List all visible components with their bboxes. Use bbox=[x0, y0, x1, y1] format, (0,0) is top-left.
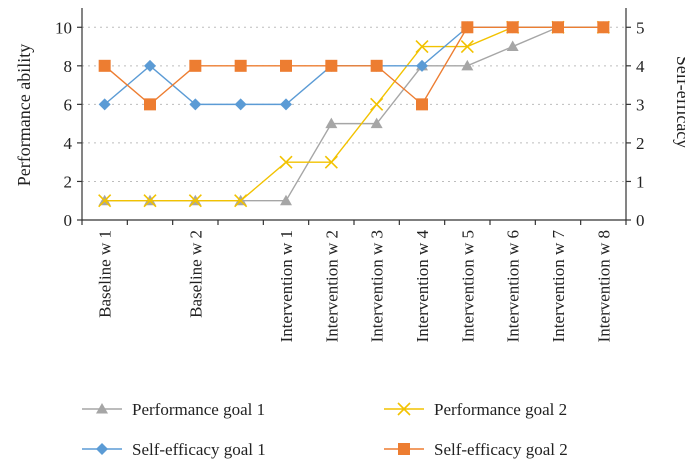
x-tick-label: Intervention w 6 bbox=[504, 230, 523, 342]
triangle-marker bbox=[325, 117, 338, 129]
x-marker-stroke bbox=[370, 97, 384, 111]
x-marker-stroke bbox=[460, 39, 474, 54]
y2-axis-title: Self-efficacy bbox=[673, 56, 685, 149]
triangle-marker bbox=[96, 403, 108, 414]
y-tick-label: 6 bbox=[64, 95, 73, 114]
y-tick-label: 2 bbox=[64, 172, 73, 191]
square-marker bbox=[234, 59, 247, 72]
x-marker bbox=[370, 97, 384, 111]
x-tick-label: Intervention w 3 bbox=[368, 230, 387, 342]
x-tick-label: Baseline w 2 bbox=[186, 230, 205, 318]
triangle-marker bbox=[370, 117, 383, 129]
x-marker bbox=[397, 402, 411, 416]
y2-tick-label: 1 bbox=[636, 172, 645, 191]
square-marker bbox=[461, 21, 474, 34]
x-tick-label: Intervention w 7 bbox=[549, 230, 568, 343]
x-marker bbox=[460, 39, 474, 54]
square-marker bbox=[597, 21, 610, 34]
square-marker bbox=[189, 59, 202, 72]
diamond-marker bbox=[189, 98, 202, 111]
y-tick-label: 0 bbox=[64, 211, 73, 230]
diamond-marker bbox=[144, 59, 156, 72]
square-marker bbox=[416, 98, 428, 111]
axes-layer bbox=[77, 8, 631, 225]
y-tick-label: 10 bbox=[55, 18, 72, 37]
x-tick-label: Intervention w 1 bbox=[277, 230, 296, 342]
diamond-marker bbox=[96, 443, 108, 455]
grid-layer bbox=[82, 26, 626, 182]
series-line bbox=[104, 26, 604, 202]
triangle-marker bbox=[461, 59, 474, 71]
legend-item: Self-efficacy goal 1 bbox=[82, 440, 266, 459]
y2-tick-label: 4 bbox=[636, 57, 645, 76]
x-tick-label: Intervention w 5 bbox=[458, 230, 477, 342]
legend-item: Performance goal 2 bbox=[384, 400, 567, 419]
y2-tick-label: 0 bbox=[636, 211, 645, 230]
x-marker bbox=[143, 194, 157, 208]
x-marker-stroke bbox=[143, 194, 157, 208]
legend-item: Self-efficacy goal 2 bbox=[384, 440, 568, 459]
x-marker-stroke bbox=[234, 194, 248, 208]
x-marker bbox=[415, 39, 429, 54]
x-tick-label: Intervention w 8 bbox=[594, 230, 613, 342]
legend-label: Self-efficacy goal 2 bbox=[434, 440, 568, 459]
legend-item: Performance goal 1 bbox=[82, 400, 265, 419]
legend-label: Self-efficacy goal 1 bbox=[132, 440, 266, 459]
y2-tick-label: 3 bbox=[636, 95, 645, 114]
x-marker-stroke bbox=[324, 155, 338, 169]
x-marker-stroke bbox=[415, 39, 429, 54]
x-marker bbox=[188, 194, 202, 208]
square-marker bbox=[552, 21, 564, 34]
series-line bbox=[104, 26, 604, 106]
x-marker-stroke bbox=[188, 194, 202, 208]
series-layer bbox=[98, 20, 610, 208]
square-marker bbox=[370, 59, 383, 72]
square-marker bbox=[325, 59, 338, 72]
x-marker bbox=[279, 155, 293, 169]
triangle-marker bbox=[506, 40, 519, 52]
diamond-marker bbox=[98, 98, 111, 111]
x-marker-stroke bbox=[279, 155, 293, 169]
series-performance-goal-2 bbox=[98, 20, 610, 208]
diamond-marker bbox=[280, 98, 292, 111]
y2-tick-label: 2 bbox=[636, 134, 645, 153]
labels-layer: 0 2 4 6 8 10 0 1 2 3 4 5 Baseline w 1 Baseline w 2 Int… bbox=[55, 18, 645, 342]
x-marker bbox=[234, 194, 248, 208]
y2-tick-label: 5 bbox=[636, 18, 645, 37]
diamond-marker bbox=[234, 98, 247, 111]
series-line bbox=[104, 26, 604, 202]
square-marker bbox=[98, 59, 111, 72]
diamond-marker bbox=[416, 59, 428, 72]
square-marker bbox=[398, 443, 410, 455]
triangle-marker bbox=[280, 194, 292, 206]
x-tick-label: Baseline w 1 bbox=[96, 230, 115, 318]
y-tick-label: 8 bbox=[64, 57, 73, 76]
square-marker bbox=[506, 21, 519, 34]
x-marker bbox=[324, 155, 338, 169]
x-marker bbox=[98, 194, 112, 208]
square-marker bbox=[280, 59, 292, 72]
x-tick-label: Intervention w 2 bbox=[322, 230, 341, 342]
series-performance-goal-1 bbox=[98, 21, 610, 206]
x-marker-stroke bbox=[98, 194, 112, 208]
legend-label: Performance goal 1 bbox=[132, 400, 265, 419]
square-marker bbox=[144, 98, 156, 111]
legend: Performance goal 1 Performance goal 2 Self… bbox=[82, 400, 568, 459]
y-axis-title: Performance ability bbox=[14, 44, 34, 186]
y-tick-label: 4 bbox=[64, 134, 73, 153]
x-tick-label: Intervention w 4 bbox=[413, 230, 432, 343]
x-marker-stroke bbox=[397, 402, 411, 416]
series-self-efficacy-goal-2 bbox=[98, 21, 610, 111]
legend-label: Performance goal 2 bbox=[434, 400, 567, 419]
